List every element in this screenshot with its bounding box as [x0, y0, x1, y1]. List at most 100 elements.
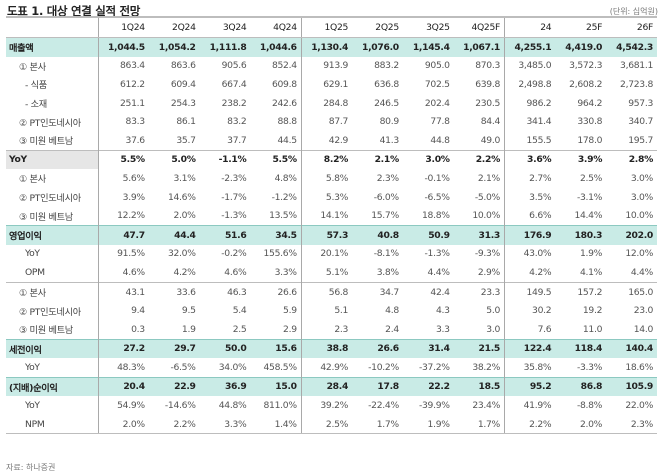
table-cell: 26.6	[352, 338, 403, 359]
row-label: OPM	[6, 263, 99, 283]
table-cell: 1.9%	[579, 248, 603, 260]
table-cell: 140.4	[606, 338, 657, 359]
table-cell: -10.2%	[368, 361, 399, 373]
table-cell: -6.0%	[373, 191, 399, 203]
table-cell: -22.4%	[368, 400, 399, 412]
table-row: YoY 54.9% -14.6% 44.8% 811.0% 39.2% -22.4% -39.…	[6, 396, 657, 415]
table-cell: -1.3%	[424, 248, 450, 260]
table-cell: 157.2	[555, 281, 607, 302]
table-row: YoY 48.3% -6.5% 34.0% 458.5% 42.9% -10.2% -37.2…	[6, 358, 657, 378]
table-cell: 33.6	[148, 281, 200, 302]
table-cell: 2.4	[385, 323, 399, 335]
table-cell: 702.5	[424, 78, 450, 90]
table-cell: 28.4	[301, 376, 353, 397]
table-cell: 23.0	[633, 305, 654, 317]
table-cell: 118.4	[555, 338, 607, 359]
table-cell: 639.8	[453, 75, 505, 94]
table-cell: 36.9	[199, 376, 251, 397]
column-header-1q25: 1Q25	[301, 16, 353, 38]
table-row: YoY 91.5% 32.0% -0.2% 155.6% 20.1% -8.1% -1.3% -…	[6, 244, 657, 264]
table-cell: 50.9	[402, 224, 454, 245]
table-row: 영업이익 47.7 44.4 51.6 34.5 57.3 40.8 50.9 31.3 176.…	[6, 224, 657, 245]
table-cell: 3.3	[435, 323, 450, 335]
table-cell: 42.9%	[320, 361, 349, 373]
table-cell: 37.6	[125, 134, 146, 146]
table-cell: -37.2%	[418, 361, 450, 373]
table-cell: 54.9%	[117, 400, 145, 412]
table-cell: 3,485.0	[518, 60, 552, 72]
table-row: ① 본사 5.6% 3.1% -2.3% 4.8% 5.8% 2.3% -0.1% 2.1% 2.…	[6, 169, 657, 188]
table-cell: 7.6	[537, 323, 552, 335]
earnings-forecast-table: 1Q24 2Q24 3Q24 4Q24 1Q25 2Q25 3Q25 4Q25F 24 25F 26…	[6, 16, 657, 435]
table-cell: 32.0%	[167, 248, 196, 260]
table-cell: 3.6%	[504, 149, 556, 170]
header-row: 1Q24 2Q24 3Q24 4Q24 1Q25 2Q25 3Q25 4Q25F 24 25F 26…	[6, 16, 657, 38]
table-cell: 31.4	[402, 338, 454, 359]
table-cell: -0.2%	[221, 248, 247, 260]
table-cell: 3.0%	[630, 191, 653, 203]
table-cell: 155.6%	[250, 244, 302, 264]
table-cell: -6.5%	[424, 191, 450, 203]
table-cell: 202.0	[606, 224, 657, 245]
table-title: 도표 1. 대상 연결 실적 전망	[7, 4, 141, 18]
table-cell: 0.3	[131, 323, 145, 335]
table-cell: 49.0	[453, 130, 505, 151]
table-cell: 43.0%	[523, 248, 552, 260]
table-cell: 905.6	[221, 60, 247, 72]
table-cell: 165.0	[606, 281, 657, 302]
table-cell: 1,145.4	[402, 37, 454, 57]
table-row: - 식품 612.2 609.4 667.4 609.8 629.1 636.8 702.5 6…	[6, 75, 657, 94]
table-cell: 811.0%	[250, 396, 302, 415]
table-cell: 3.5%	[529, 191, 552, 203]
table-cell: 37.7	[227, 134, 247, 146]
table-cell: 913.9	[323, 60, 349, 72]
table-row: ③ 미원 베트남 12.2% 2.0% -1.3% 13.5% 14.1% 15.7% 18.…	[6, 206, 657, 226]
table-cell: 4.8%	[250, 169, 302, 188]
table-cell: 9.5	[181, 305, 196, 317]
column-header-3q24: 3Q24	[199, 16, 251, 38]
table-cell: 5.4	[232, 305, 247, 317]
table-row: 세전이익 27.2 29.7 50.0 15.6 38.8 26.6 31.4 21.5 122.…	[6, 338, 657, 359]
table-cell: 4.4%	[630, 266, 653, 278]
table-cell: 23.4%	[453, 396, 505, 415]
table-cell: 195.7	[628, 134, 653, 146]
table-cell: 12.2%	[117, 210, 145, 222]
table-row: YoY 5.5% 5.0% -1.1% 5.5% 8.2% 2.1% 3.0% 2.2% 3.6%…	[6, 149, 657, 170]
table-cell: 246.5	[374, 97, 399, 109]
table-cell: 3,681.1	[620, 60, 653, 72]
table-cell: 1,076.0	[352, 37, 403, 57]
table-cell: 46.3	[199, 281, 251, 302]
table-row: NPM 2.0% 2.2% 3.3% 1.4% 2.5% 1.7% 1.9% 1.7% 2.2% 2…	[6, 414, 657, 435]
table-cell: 39.2%	[320, 400, 349, 412]
table-cell: 2.0%	[555, 414, 607, 435]
row-label: ① 본사	[6, 169, 99, 188]
table-cell: 86.1	[176, 116, 196, 128]
table-cell: 3.9%	[555, 149, 607, 170]
table-cell: 883.2	[374, 60, 399, 72]
table-cell: 23.3	[453, 281, 505, 302]
table-cell: 4.6%	[122, 266, 145, 278]
table-cell: 5.3%	[325, 191, 349, 203]
table-cell: 48.3%	[117, 361, 145, 373]
unit-label: (단위: 십억원)	[609, 7, 658, 16]
table-cell: 155.5	[526, 134, 552, 146]
table-cell: 3.3%	[250, 263, 302, 283]
table-cell: 5.5%	[250, 149, 302, 170]
table-cell: 14.4%	[574, 210, 603, 222]
table-cell: 340.7	[628, 116, 653, 128]
table-cell: 4.8	[385, 305, 399, 317]
table-cell: 284.8	[323, 97, 349, 109]
table-cell: 87.7	[328, 116, 349, 128]
table-cell: 4.2%	[529, 266, 552, 278]
table-cell: 5.5%	[98, 149, 149, 170]
table-cell: 4.6%	[224, 266, 247, 278]
row-label: ③ 미원 베트남	[6, 130, 99, 151]
table-cell: 34.7	[352, 281, 403, 302]
row-label: - 소재	[6, 93, 99, 113]
table-cell: 84.4	[453, 112, 505, 131]
table-cell: 5.1%	[325, 266, 349, 278]
table-cell: 8.2%	[301, 149, 353, 170]
column-header-25f: 25F	[555, 16, 607, 38]
table-cell: 14.0	[633, 323, 654, 335]
table-cell: 12.0%	[625, 248, 653, 260]
